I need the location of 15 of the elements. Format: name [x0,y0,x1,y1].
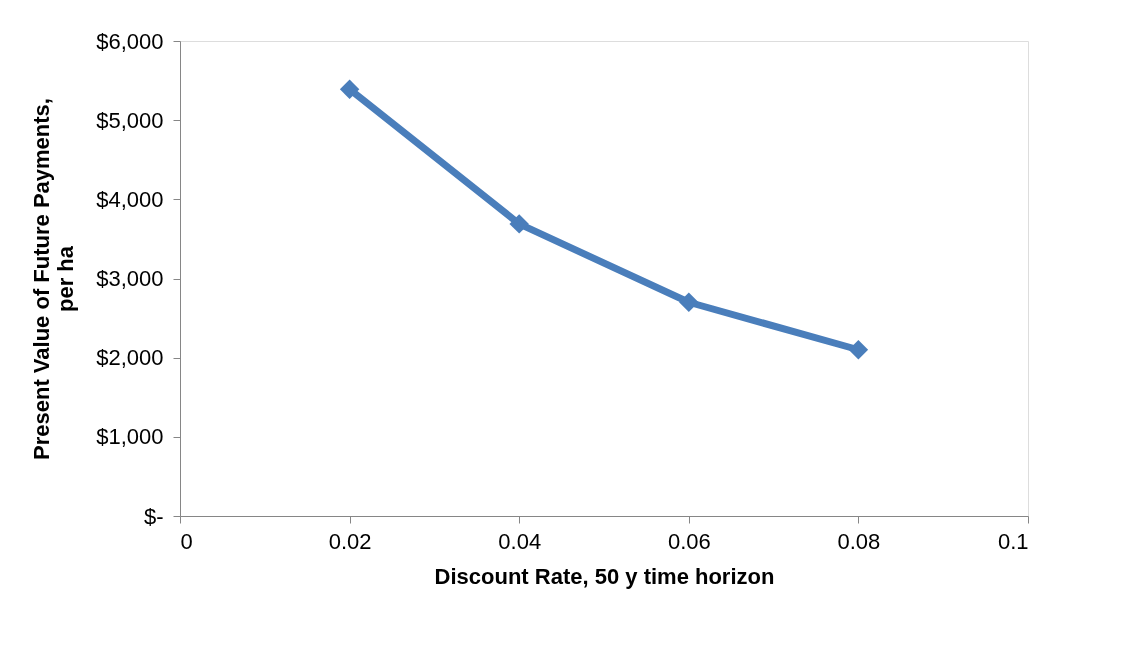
x-tick-label: 0.04 [498,528,542,554]
x-tick-label: 0.02 [328,528,372,554]
x-tick-label: 0.1 [997,528,1029,554]
y-tick-label: $1,000 [96,424,164,450]
y-tick-label: $3,000 [96,266,164,291]
y-tick-label: $2,000 [96,345,164,371]
x-tick-label: 0.06 [667,528,711,554]
y-tick-label: $4,000 [96,186,164,212]
y-axis-title: Present Value of Future Payments, per ha [29,98,79,460]
y-tick-label: $5,000 [96,107,164,133]
y-tick-label: $- [143,503,164,529]
x-tick-label: 0.08 [837,528,881,554]
x-axis-title: Discount Rate, 50 y time horizon [434,563,775,589]
y-tick-label: $6,000 [96,28,164,54]
x-tick-label: 0 [180,528,193,554]
